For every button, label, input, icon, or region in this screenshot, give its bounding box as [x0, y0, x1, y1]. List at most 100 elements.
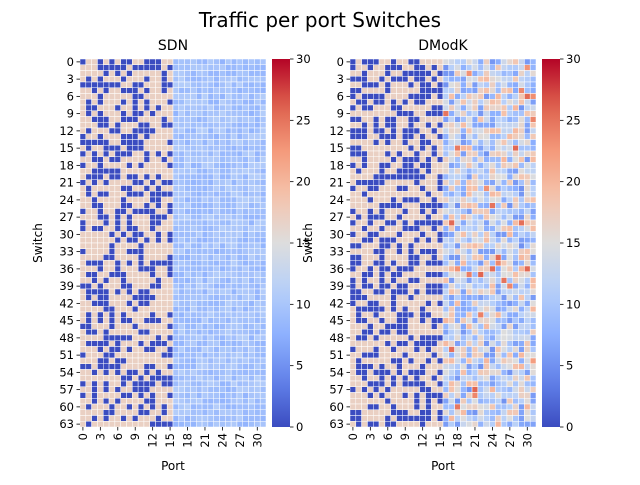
- heatmap-cell: [172, 415, 180, 422]
- heatmap-cell: [196, 202, 203, 209]
- heatmap-cell: [454, 386, 461, 393]
- heatmap-cell: [448, 380, 455, 387]
- heatmap-cell: [114, 329, 121, 336]
- heatmap-cell: [91, 127, 98, 134]
- heatmap-cell: [190, 76, 197, 83]
- heatmap-cell: [259, 265, 267, 272]
- heatmap-cell: [161, 306, 168, 313]
- heatmap-cell: [97, 185, 104, 192]
- heatmap-cell: [137, 64, 145, 71]
- heatmap-cell: [225, 254, 232, 261]
- heatmap-cell: [207, 202, 214, 209]
- heatmap-cell: [132, 179, 139, 186]
- heatmap-cell: [190, 219, 197, 226]
- heatmap-cell: [477, 386, 484, 393]
- heatmap-cell: [161, 168, 168, 175]
- heatmap-cell: [85, 133, 92, 140]
- heatmap-cell: [143, 294, 151, 301]
- heatmap-cell: [466, 329, 473, 336]
- heatmap-cell: [378, 248, 386, 255]
- heatmap-cell: [149, 398, 156, 405]
- heatmap-cell: [137, 386, 145, 393]
- heatmap-cell: [454, 225, 461, 232]
- heatmap-cell: [512, 168, 519, 175]
- heatmap-cell: [384, 81, 391, 88]
- heatmap-cell: [207, 334, 214, 341]
- heatmap-cell: [225, 380, 232, 387]
- heatmap-cell: [489, 363, 496, 370]
- heatmap-cell: [500, 386, 508, 393]
- heatmap-cell: [230, 225, 238, 232]
- heatmap-cell: [248, 139, 255, 146]
- heatmap-cell: [149, 168, 156, 175]
- heatmap-cell: [460, 173, 467, 180]
- heatmap-cell: [489, 386, 496, 393]
- heatmap-cell: [126, 173, 133, 180]
- heatmap-cell: [172, 421, 180, 428]
- heatmap-cell: [477, 375, 484, 382]
- heatmap-cell: [506, 271, 514, 278]
- heatmap-cell: [378, 231, 386, 238]
- heatmap-cell: [259, 271, 267, 278]
- heatmap-cell: [431, 260, 438, 267]
- heatmap-cell: [184, 375, 191, 382]
- heatmap-cell: [103, 81, 110, 88]
- heatmap-cell: [367, 179, 374, 186]
- heatmap-cell: [132, 70, 139, 77]
- heatmap-cell: [425, 162, 432, 169]
- heatmap-cell: [495, 156, 502, 163]
- heatmap-cell: [448, 346, 455, 353]
- heatmap-cell: [500, 329, 508, 336]
- heatmap-cell: [407, 156, 415, 163]
- heatmap-cell: [184, 145, 191, 152]
- heatmap-cell: [524, 58, 531, 65]
- heatmap-cell: [190, 346, 197, 353]
- heatmap-cell: [454, 76, 461, 83]
- heatmap-cell: [355, 242, 362, 249]
- heatmap-cell: [518, 133, 525, 140]
- heatmap-cell: [161, 156, 168, 163]
- heatmap-cell: [137, 392, 145, 399]
- heatmap-cell: [97, 162, 104, 169]
- heatmap-cell: [219, 219, 226, 226]
- heatmap-cell: [413, 219, 421, 226]
- heatmap-cell: [132, 254, 139, 261]
- heatmap-cell: [190, 231, 197, 238]
- heatmap-cell: [448, 421, 455, 428]
- heatmap-cell: [114, 81, 121, 88]
- heatmap-cell: [431, 81, 438, 88]
- heatmap-cell: [230, 185, 238, 192]
- heatmap-cell: [448, 403, 455, 410]
- heatmap-cell: [120, 168, 127, 175]
- heatmap-cell: [477, 168, 484, 175]
- heatmap-cell: [489, 380, 496, 387]
- heatmap-cell: [367, 219, 374, 226]
- heatmap-cell: [97, 150, 104, 157]
- heatmap-cell: [500, 196, 508, 203]
- heatmap-cell: [384, 306, 391, 313]
- heatmap-cell: [97, 202, 104, 209]
- heatmap-cell: [483, 311, 490, 318]
- heatmap-cell: [190, 294, 197, 301]
- heatmap-cell: [225, 363, 232, 370]
- heatmap-cell: [471, 386, 479, 393]
- heatmap-cell: [506, 340, 514, 347]
- heatmap-cell: [120, 294, 127, 301]
- heatmap-cell: [207, 254, 214, 261]
- heatmap-cell: [137, 300, 145, 307]
- heatmap-cell: [477, 311, 484, 318]
- heatmap-cell: [518, 403, 525, 410]
- heatmap-cell: [471, 139, 479, 146]
- heatmap-cell: [512, 403, 519, 410]
- heatmap-cell: [390, 225, 397, 232]
- heatmap-cell: [161, 277, 168, 284]
- heatmap-cell: [483, 156, 490, 163]
- heatmap-cell: [91, 421, 98, 428]
- heatmap-cell: [108, 334, 116, 341]
- heatmap-cell: [436, 329, 444, 336]
- heatmap-cell: [402, 294, 409, 301]
- heatmap-cell: [477, 93, 484, 100]
- heatmap-cell: [495, 242, 502, 249]
- heatmap-cell: [213, 139, 220, 146]
- heatmap-cell: [196, 122, 203, 129]
